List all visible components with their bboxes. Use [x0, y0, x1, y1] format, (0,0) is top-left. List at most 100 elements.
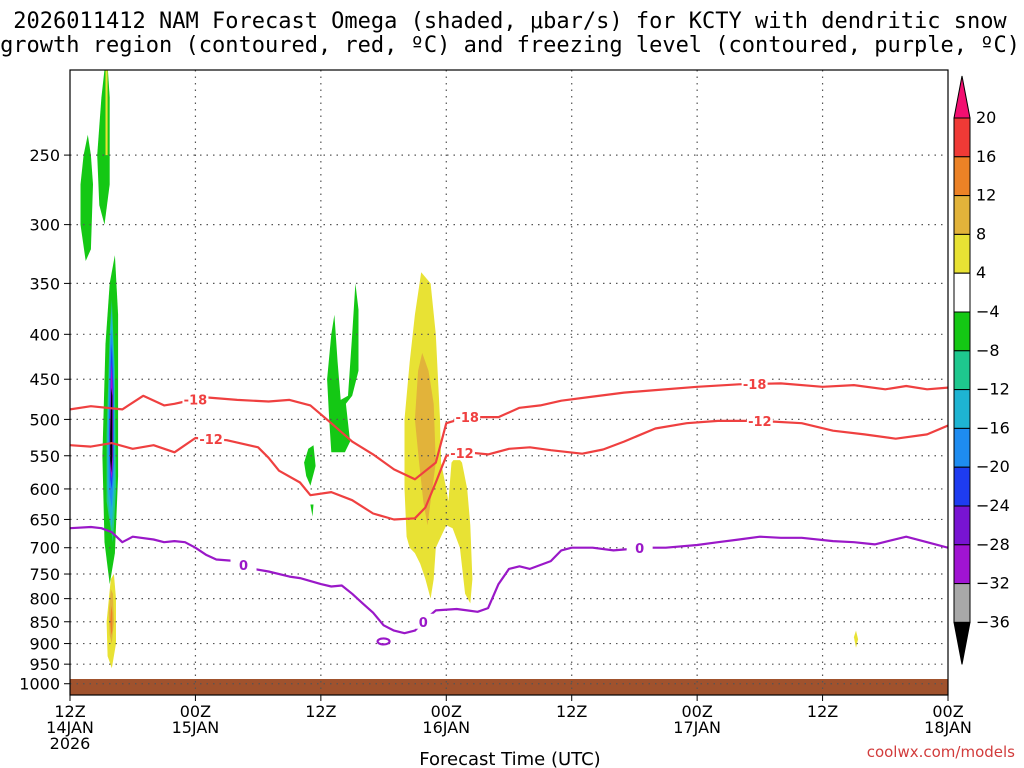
contour-label-bg — [741, 375, 768, 391]
y-tick-label: 600 — [29, 480, 60, 499]
colorbar-swatch — [953, 583, 971, 623]
colorbar-swatch — [953, 427, 971, 468]
y-tick-label: 850 — [29, 613, 60, 632]
contour-label: -18 — [184, 393, 208, 408]
colorbar-label: 8 — [976, 224, 986, 243]
x-tick-label: 15JAN — [172, 718, 220, 737]
y-tick-label: 900 — [29, 635, 60, 654]
y-tick-label: 400 — [29, 325, 60, 344]
y-axis: 250 300 350 400 450 500 550 600 650 700 750 800 850 9… — [19, 146, 70, 694]
chart-title: 2026011412 NAM Forecast Omega (shaded, μ… — [0, 9, 1020, 58]
shaded-region-0-5 — [327, 283, 359, 453]
colorbar-label: 20 — [976, 108, 996, 127]
shaded-region-7-2 — [853, 630, 859, 648]
colorbar-label: −8 — [976, 341, 1000, 360]
colorbar-swatch — [953, 350, 971, 391]
contour-label: -18 — [455, 411, 479, 426]
colorbar-label: 4 — [976, 263, 986, 282]
x-tick-label: 17JAN — [673, 718, 721, 737]
colorbar-swatch — [953, 389, 971, 429]
shaded-region-7-3 — [105, 70, 108, 156]
colorbar-swatch — [953, 311, 971, 352]
y-tick-label: 300 — [29, 216, 60, 235]
y-tick-label: 750 — [29, 565, 60, 584]
plot-frame — [69, 69, 949, 696]
shaded-region-9-0 — [110, 605, 113, 635]
contour-label: -12 — [199, 433, 223, 448]
colorbar-swatch — [953, 156, 971, 197]
shaded-region-0-0 — [80, 134, 93, 261]
x-tick-label: 00Z — [681, 702, 712, 721]
colorbar-swatch — [953, 505, 971, 546]
x-tick-label: 12Z — [556, 702, 587, 721]
contour-label-bg — [626, 540, 653, 556]
contour-labels: -18 -18 -18 -12 -12 -12 0 0 0 — [182, 375, 773, 631]
shaded-region-0-3 — [304, 445, 316, 486]
contour-label-bg — [230, 557, 257, 573]
contour-label-bg — [410, 613, 437, 629]
colorbar-top-arrow — [953, 75, 971, 119]
contour-label: -12 — [450, 447, 474, 462]
contour-label: -18 — [743, 378, 767, 393]
y-tick-label: 650 — [29, 510, 60, 529]
omega-shading — [80, 70, 859, 669]
colorbar-swatch — [953, 195, 971, 235]
colorbar-swatch — [953, 466, 971, 507]
colorbar-label: −32 — [976, 574, 1010, 593]
colorbar-label: −4 — [976, 302, 1000, 321]
x-tick-label: 00Z — [932, 702, 963, 721]
x-tick-label: 00Z — [431, 702, 462, 721]
x-tick-label: 16JAN — [422, 718, 470, 737]
colorbar-swatch — [953, 117, 971, 158]
contour-label: 0 — [419, 616, 428, 631]
grid-lines — [70, 70, 948, 695]
chart-title-line-2: growth region (contoured, red, ºC) and f… — [0, 33, 1020, 58]
colorbar-label: −28 — [976, 535, 1010, 554]
contour-line-2 — [70, 525, 948, 635]
colorbar: 20 16 12 8 4 −4 −8 −12 −16 −20 −24 −28 −32 −36 — [953, 75, 1010, 665]
x-tick-label: 00Z — [180, 702, 211, 721]
contour-label-bg — [448, 445, 475, 461]
shaded-region-7-0 — [404, 272, 473, 604]
colorbar-label: −24 — [976, 496, 1010, 515]
x-tick-label: 12Z — [305, 702, 336, 721]
x-tick-label: 2026 — [50, 734, 91, 753]
y-tick-label: 800 — [29, 590, 60, 609]
colorbar-label: −12 — [976, 380, 1010, 399]
contour-label: 0 — [239, 559, 248, 574]
x-tick-label: 12Z — [807, 702, 838, 721]
y-tick-label: 250 — [29, 146, 60, 165]
colorbar-swatch — [953, 544, 971, 585]
y-tick-label: 350 — [29, 274, 60, 293]
contour-label: -12 — [748, 415, 772, 430]
chart-title-line-1: 2026011412 NAM Forecast Omega (shaded, μ… — [13, 9, 1007, 34]
y-tick-label: 1000 — [19, 675, 60, 694]
contour-label-bg — [454, 409, 481, 425]
contour-label-bg — [746, 412, 773, 428]
colorbar-label: 16 — [976, 147, 996, 166]
colorbar-label: −20 — [976, 457, 1010, 476]
y-tick-label: 500 — [29, 410, 60, 429]
shaded-region-0-1 — [97, 70, 110, 225]
contour-lines — [70, 382, 948, 646]
shaded-region-0-4 — [310, 504, 314, 517]
x-tick-label: 14JAN — [46, 718, 94, 737]
colorbar-label: 12 — [976, 186, 996, 205]
y-tick-label: 450 — [29, 370, 60, 389]
shaded-region-8-0 — [414, 352, 436, 526]
colorbar-label: −16 — [976, 418, 1010, 437]
y-tick-label: 550 — [29, 447, 60, 466]
colorbar-swatch — [953, 233, 971, 274]
contour-label: 0 — [635, 542, 644, 557]
contour-line-0-loop — [376, 637, 391, 646]
colorbar-bottom-arrow — [953, 621, 971, 665]
x-tick-label: 18JAN — [924, 718, 972, 737]
colorbar-label: −36 — [976, 612, 1010, 631]
x-tick-label: 12Z — [54, 702, 85, 721]
y-tick-label: 950 — [29, 655, 60, 674]
contour-label-bg — [182, 391, 209, 407]
x-axis-label: Forecast Time (UTC) — [419, 749, 600, 768]
colorbar-swatch — [953, 272, 971, 313]
